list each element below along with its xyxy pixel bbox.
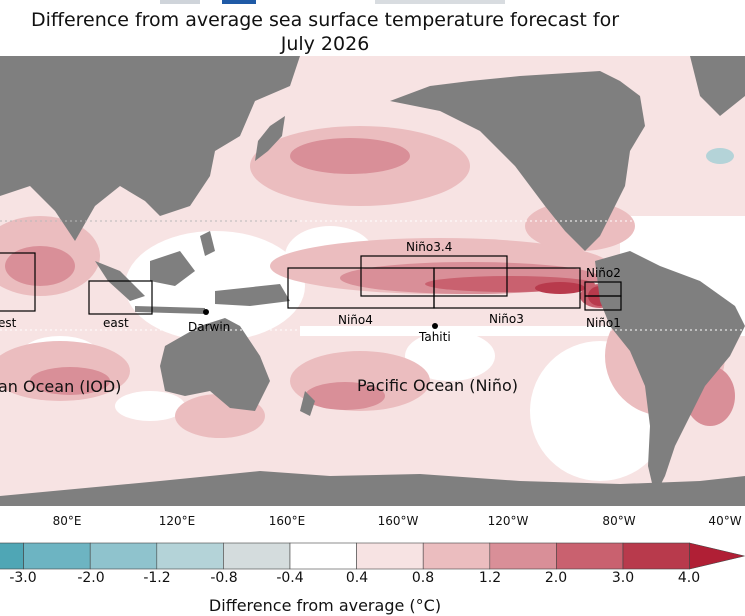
darwin-label: Darwin xyxy=(188,320,230,334)
land xyxy=(0,56,745,506)
colorbar-cell xyxy=(289,542,357,570)
land-japan xyxy=(255,116,285,161)
colorbar-cell xyxy=(0,542,24,570)
pacific-ocean-label: Pacific Ocean (Niño) xyxy=(357,376,518,395)
colorbar-tick: -0.4 xyxy=(276,570,304,586)
land-new-zealand xyxy=(300,391,315,416)
land-australia xyxy=(160,318,270,411)
nino34-label: Niño3.4 xyxy=(406,240,452,254)
land-north-america xyxy=(390,71,645,251)
land-greenland xyxy=(690,56,745,116)
colorbar-cell xyxy=(622,542,690,570)
iod-east-box xyxy=(88,280,153,315)
colorbar-tick: 4.0 xyxy=(677,570,701,586)
land-asia xyxy=(0,56,300,241)
lon-label: 120°W xyxy=(487,514,529,528)
colorbar-tick: 3.0 xyxy=(611,570,635,586)
nino2-label: Niño2 xyxy=(586,266,621,280)
iod-west-label: est xyxy=(0,316,17,330)
colorbar-label: Difference from average (°C) xyxy=(208,596,442,615)
colorbar-cell xyxy=(556,542,624,570)
sst-anomaly-map: est east Niño3.4 Niño4 Niño3 Niño2 Niño1… xyxy=(0,56,745,506)
colorbar-cell xyxy=(23,542,91,570)
tahiti-label: Tahiti xyxy=(418,330,451,344)
land-antarctica xyxy=(0,471,745,506)
colorbar-tick: -2.0 xyxy=(77,570,105,586)
land-new-guinea xyxy=(215,284,290,306)
nino3-label: Niño3 xyxy=(489,312,524,326)
colorbar-ticks: -3.0 -2.0 -1.2 -0.8 -0.4 0.4 0.8 1.2 2.0… xyxy=(0,570,745,588)
longitude-labels: 80°E 120°E 160°E 160°W 120°W 80°W 40°W xyxy=(0,514,745,532)
top-strip-accent xyxy=(222,0,256,4)
colorbar-tick: -1.2 xyxy=(143,570,171,586)
lon-label: 120°E xyxy=(158,514,196,528)
lon-label: 160°W xyxy=(377,514,419,528)
colorbar-cell xyxy=(223,542,291,570)
colorbar-tick: 2.0 xyxy=(544,570,568,586)
darwin-marker xyxy=(203,309,209,315)
colorbar-tick: -3.0 xyxy=(9,570,37,586)
colorbar-cell xyxy=(156,542,224,570)
nino3-box xyxy=(433,267,581,309)
top-strip xyxy=(160,0,200,4)
index-boxes xyxy=(0,252,622,315)
colorbar-tick: 0.8 xyxy=(411,570,435,586)
tahiti-marker xyxy=(432,323,438,329)
colorbar-cell xyxy=(356,542,424,570)
indian-ocean-label: an Ocean (IOD) xyxy=(0,377,121,396)
lon-label: 80°W xyxy=(602,514,636,528)
colorbar-tick: -0.8 xyxy=(210,570,238,586)
iod-east-label: east xyxy=(103,316,129,330)
lon-label: 160°E xyxy=(268,514,306,528)
colorbar-cell xyxy=(89,542,158,570)
colorbar-cell xyxy=(422,542,491,570)
nino1-label: Niño1 xyxy=(586,316,621,330)
lon-label: 80°E xyxy=(52,514,82,528)
colorbar xyxy=(0,542,745,570)
nino1-box xyxy=(584,295,622,311)
colorbar-extend-arrow xyxy=(689,542,745,570)
colorbar-tick: 0.4 xyxy=(345,570,369,586)
nino4-label: Niño4 xyxy=(338,313,373,327)
title-line-2: July 2026 xyxy=(280,33,370,55)
colorbar-tick: 1.2 xyxy=(478,570,502,586)
map-title: Difference from average sea surface temp… xyxy=(0,8,650,56)
top-strip-right xyxy=(375,0,505,4)
land-philippines xyxy=(200,231,215,256)
land-borneo xyxy=(150,251,195,286)
lon-label: 40°W xyxy=(708,514,742,528)
land-south-america xyxy=(595,251,745,496)
colorbar-cell xyxy=(489,542,557,570)
title-line-1: Difference from average sea surface temp… xyxy=(30,9,620,31)
iod-west-box xyxy=(0,252,36,312)
